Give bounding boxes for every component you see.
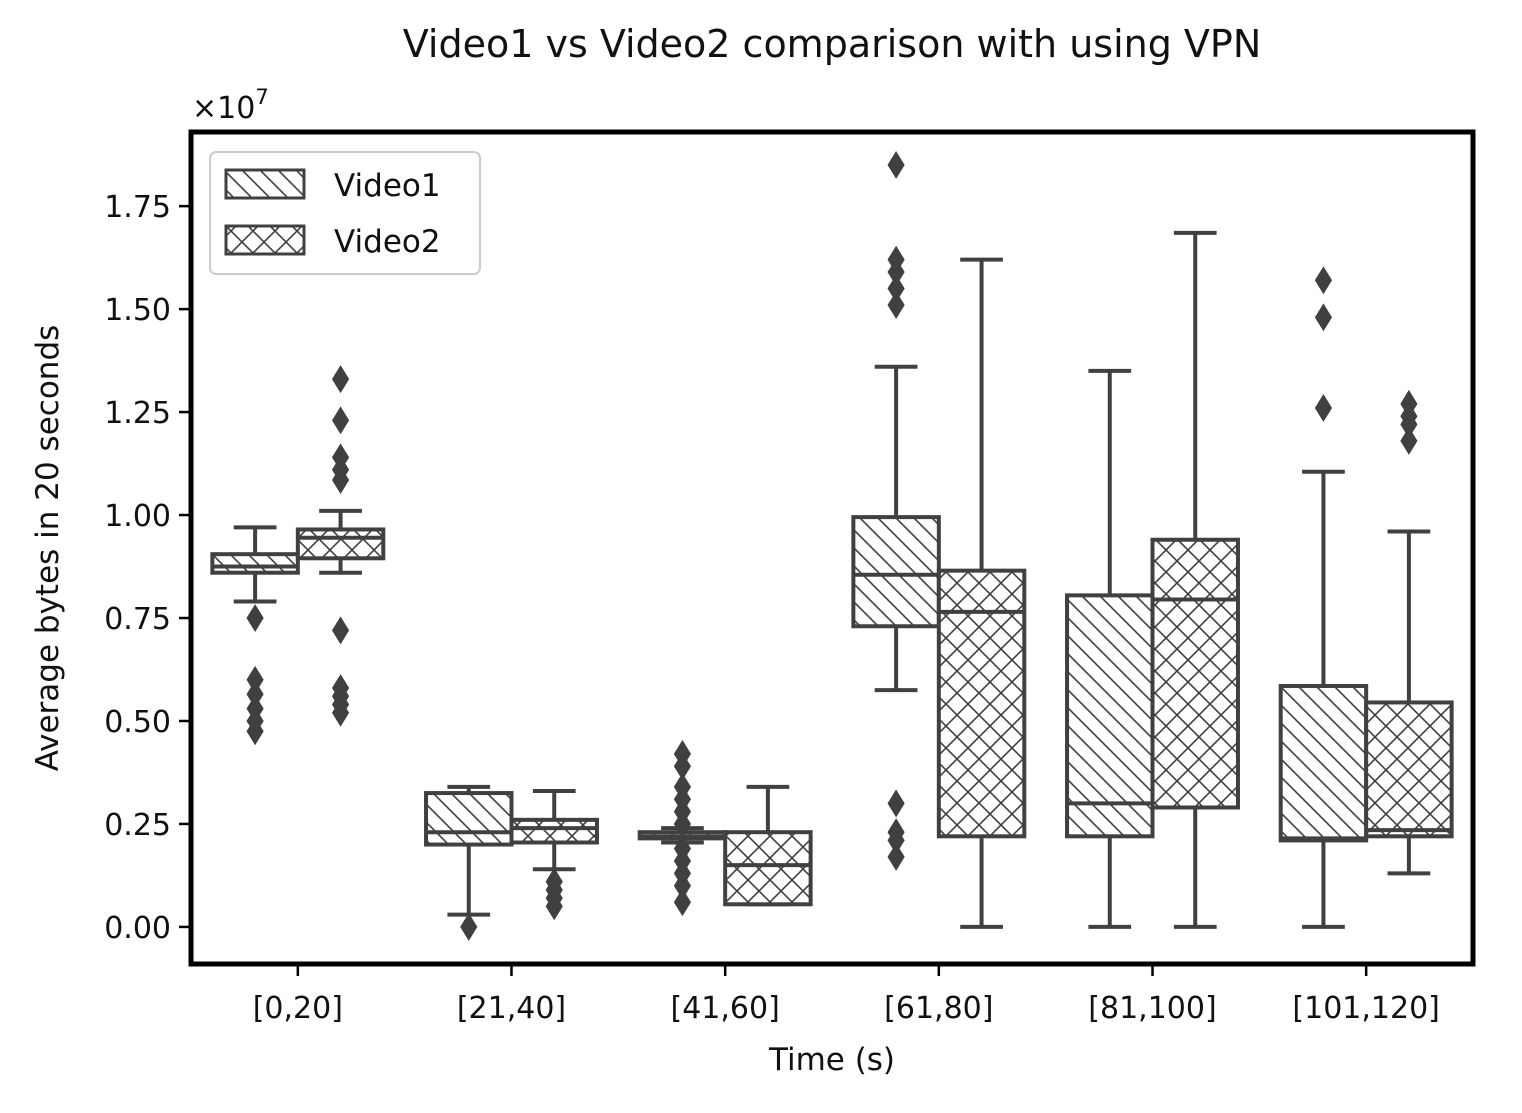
outlier-point — [460, 912, 478, 941]
legend: Video1 Video2 — [209, 151, 481, 275]
x-tick-label: [61,80] — [884, 991, 993, 1026]
outlier-point — [246, 604, 264, 632]
outlier-point — [331, 466, 350, 494]
box-video1-0 — [210, 525, 300, 746]
x-tick-label: [41,60] — [671, 991, 780, 1026]
box-series — [210, 150, 1454, 941]
x-tick-label: [0,20] — [253, 991, 343, 1026]
y-tick-label: 1.75 — [104, 190, 171, 225]
outlier-point — [887, 150, 905, 179]
y-axis-multiplier-base: ×10 — [192, 91, 255, 126]
box-video1-3 — [851, 150, 941, 871]
y-tick-label: 0.00 — [104, 911, 171, 946]
box-body — [936, 568, 1027, 839]
box-body — [509, 817, 599, 845]
box-body — [1278, 683, 1369, 843]
x-tick-label: [101,120] — [1292, 991, 1439, 1026]
outlier-point — [331, 698, 350, 727]
outlier-point — [545, 892, 563, 921]
y-tick-label: 0.50 — [104, 705, 171, 740]
y-axis-multiplier: ×107 — [192, 85, 269, 126]
y-tick-label: 1.00 — [104, 499, 171, 534]
box-video1-5 — [1278, 266, 1369, 929]
y-axis-label: Average bytes in 20 seconds — [30, 325, 66, 772]
y-tick-label: 1.50 — [104, 293, 171, 328]
x-tick-label: [21,40] — [457, 991, 566, 1026]
outlier-point — [1314, 266, 1333, 295]
outlier-point — [331, 616, 350, 645]
box-video2-3 — [936, 257, 1027, 929]
legend-swatch-video1 — [224, 168, 306, 200]
y-tick-label: 0.75 — [104, 602, 171, 637]
plot-frame — [188, 129, 1476, 967]
box-video2-4 — [1150, 230, 1240, 929]
outlier-point — [887, 842, 905, 871]
outlier-point — [1314, 394, 1333, 422]
legend-label-video1: Video1 — [334, 168, 441, 204]
y-tick-label: 0.25 — [104, 808, 171, 843]
outlier-point — [887, 291, 905, 319]
outlier-point — [1314, 303, 1333, 332]
box-video1-1 — [424, 784, 514, 941]
y-axis: 0.00 0.25 0.50 0.75 1.00 1.25 1.50 1.75 — [104, 190, 191, 946]
box-video2-5 — [1364, 389, 1454, 876]
box-body — [424, 791, 514, 847]
box-body — [1150, 537, 1240, 810]
outlier-point — [1400, 426, 1418, 455]
legend-swatch-video2 — [224, 224, 306, 256]
box-video1-4 — [1065, 368, 1155, 929]
box-body — [295, 527, 386, 561]
chart-title: Video1 vs Video2 comparison with using V… — [403, 22, 1262, 66]
x-axis: [0,20] [21,40] [41,60] [61,80] [81,100] [101,… — [253, 964, 1440, 1026]
box-video2-1 — [509, 789, 599, 921]
box-body — [1065, 593, 1155, 839]
box-video2-0 — [295, 365, 386, 727]
legend-label-video2: Video2 — [334, 224, 441, 260]
outlier-point — [246, 717, 264, 746]
y-axis-multiplier-exponent: 7 — [255, 85, 268, 109]
box-body — [210, 552, 300, 575]
y-tick-label: 1.25 — [104, 396, 171, 431]
box-video2-2 — [723, 784, 813, 907]
x-tick-label: [81,100] — [1088, 991, 1216, 1026]
box-body — [1364, 700, 1454, 839]
outlier-point — [331, 406, 350, 435]
box-body — [851, 515, 941, 629]
x-axis-label: Time (s) — [768, 1042, 895, 1078]
box-video1-2 — [637, 739, 728, 917]
box-body — [723, 830, 813, 907]
outlier-point — [887, 789, 905, 818]
outlier-point — [673, 888, 692, 917]
outlier-point — [331, 365, 350, 394]
